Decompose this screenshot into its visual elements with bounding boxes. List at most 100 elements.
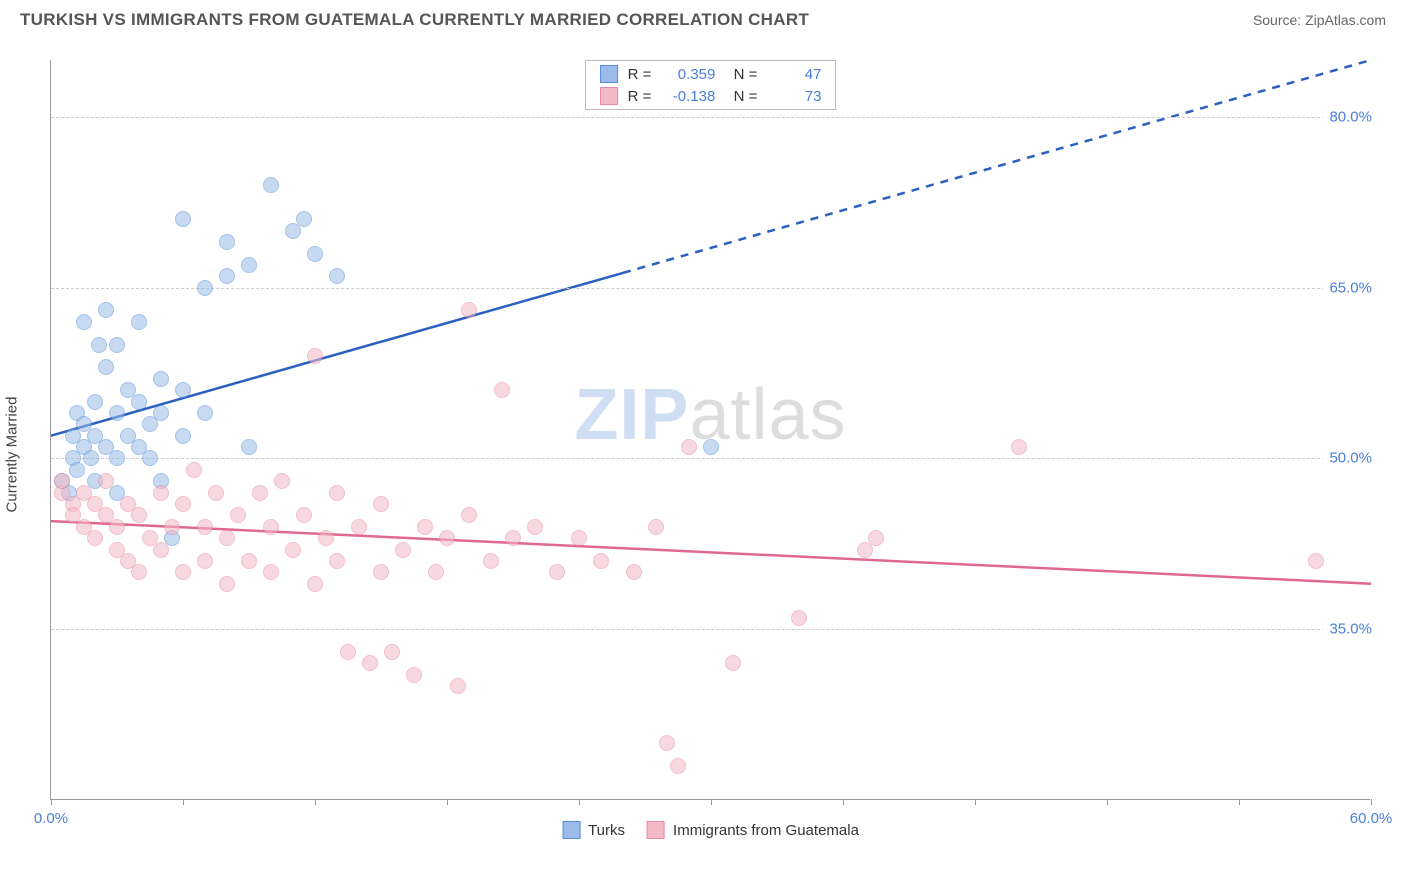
data-point bbox=[219, 268, 235, 284]
data-point bbox=[395, 542, 411, 558]
data-point bbox=[175, 428, 191, 444]
xtick-label: 60.0% bbox=[1350, 810, 1393, 827]
data-point bbox=[131, 507, 147, 523]
data-point bbox=[318, 530, 334, 546]
data-point bbox=[197, 553, 213, 569]
data-point bbox=[54, 473, 70, 489]
data-point bbox=[219, 530, 235, 546]
data-point bbox=[164, 519, 180, 535]
data-point bbox=[109, 405, 125, 421]
data-point bbox=[593, 553, 609, 569]
swatch-guatemala bbox=[647, 821, 665, 839]
xtick bbox=[975, 799, 976, 805]
ytick-label: 35.0% bbox=[1323, 621, 1372, 638]
data-point bbox=[428, 564, 444, 580]
legend-item-guatemala: Immigrants from Guatemala bbox=[647, 821, 859, 839]
data-point bbox=[505, 530, 521, 546]
legend-label-turks: Turks bbox=[588, 822, 625, 839]
data-point bbox=[417, 519, 433, 535]
data-point bbox=[263, 519, 279, 535]
data-point bbox=[197, 405, 213, 421]
data-point bbox=[241, 553, 257, 569]
trend-lines bbox=[51, 60, 1371, 800]
data-point bbox=[307, 348, 323, 364]
xtick bbox=[1239, 799, 1240, 805]
gridline bbox=[51, 288, 1370, 289]
data-point bbox=[285, 542, 301, 558]
data-point bbox=[91, 337, 107, 353]
data-point bbox=[296, 507, 312, 523]
data-point bbox=[868, 530, 884, 546]
y-axis-label: Currently Married bbox=[4, 397, 21, 513]
data-point bbox=[98, 473, 114, 489]
data-point bbox=[241, 257, 257, 273]
data-point bbox=[549, 564, 565, 580]
xtick bbox=[183, 799, 184, 805]
data-point bbox=[98, 359, 114, 375]
data-point bbox=[527, 519, 543, 535]
data-point bbox=[76, 314, 92, 330]
ytick-label: 80.0% bbox=[1323, 108, 1372, 125]
data-point bbox=[340, 644, 356, 660]
data-point bbox=[384, 644, 400, 660]
data-point bbox=[571, 530, 587, 546]
gridline bbox=[51, 629, 1370, 630]
gridline bbox=[51, 117, 1370, 118]
data-point bbox=[373, 564, 389, 580]
data-point bbox=[252, 485, 268, 501]
data-point bbox=[1011, 439, 1027, 455]
swatch-turks bbox=[562, 821, 580, 839]
xtick-label: 0.0% bbox=[34, 810, 68, 827]
data-point bbox=[175, 564, 191, 580]
data-point bbox=[362, 655, 378, 671]
data-point bbox=[725, 655, 741, 671]
data-point bbox=[175, 382, 191, 398]
data-point bbox=[263, 564, 279, 580]
source-label: Source: ZipAtlas.com bbox=[1253, 12, 1386, 28]
data-point bbox=[681, 439, 697, 455]
data-point bbox=[153, 371, 169, 387]
data-point bbox=[109, 519, 125, 535]
data-point bbox=[703, 439, 719, 455]
data-point bbox=[197, 519, 213, 535]
data-point bbox=[648, 519, 664, 535]
data-point bbox=[131, 394, 147, 410]
xtick bbox=[315, 799, 316, 805]
data-point bbox=[208, 485, 224, 501]
xtick bbox=[711, 799, 712, 805]
data-point bbox=[109, 450, 125, 466]
data-point bbox=[98, 302, 114, 318]
data-point bbox=[219, 576, 235, 592]
data-point bbox=[626, 564, 642, 580]
xtick bbox=[1371, 799, 1372, 805]
data-point bbox=[307, 246, 323, 262]
data-point bbox=[329, 553, 345, 569]
xtick bbox=[579, 799, 580, 805]
xtick bbox=[51, 799, 52, 805]
data-point bbox=[142, 450, 158, 466]
data-point bbox=[296, 211, 312, 227]
ytick-label: 65.0% bbox=[1323, 279, 1372, 296]
data-point bbox=[373, 496, 389, 512]
data-point bbox=[109, 337, 125, 353]
gridline bbox=[51, 458, 1370, 459]
data-point bbox=[263, 177, 279, 193]
legend-label-guatemala: Immigrants from Guatemala bbox=[673, 822, 859, 839]
data-point bbox=[483, 553, 499, 569]
ytick-label: 50.0% bbox=[1323, 450, 1372, 467]
data-point bbox=[329, 268, 345, 284]
chart-title: TURKISH VS IMMIGRANTS FROM GUATEMALA CUR… bbox=[20, 10, 809, 30]
data-point bbox=[791, 610, 807, 626]
data-point bbox=[87, 530, 103, 546]
series-legend: Turks Immigrants from Guatemala bbox=[562, 821, 859, 839]
data-point bbox=[670, 758, 686, 774]
data-point bbox=[153, 485, 169, 501]
data-point bbox=[153, 405, 169, 421]
data-point bbox=[175, 211, 191, 227]
data-point bbox=[439, 530, 455, 546]
data-point bbox=[131, 314, 147, 330]
legend-item-turks: Turks bbox=[562, 821, 625, 839]
data-point bbox=[450, 678, 466, 694]
data-point bbox=[87, 394, 103, 410]
data-point bbox=[175, 496, 191, 512]
